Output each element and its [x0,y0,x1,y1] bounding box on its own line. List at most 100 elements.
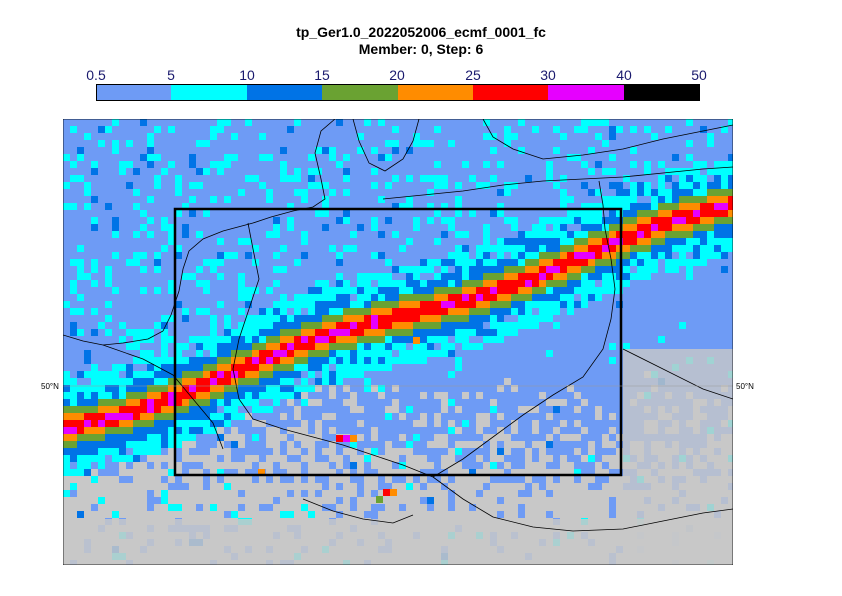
precip-cell [168,497,175,504]
precip-cell [329,301,336,308]
colorbar-segment [96,84,172,101]
precip-cell [511,483,518,490]
precip-cell [672,203,679,210]
precip-cell [686,238,693,245]
precip-cell [203,392,210,399]
precip-cell [560,490,567,497]
precip-cell [119,504,126,511]
precip-cell [266,385,273,392]
precip-cell [161,378,168,385]
precip-cell [728,217,733,224]
precip-cell [497,322,504,329]
precip-cell [182,413,189,420]
precip-cell [308,504,315,511]
precip-cell [525,287,532,294]
precip-cell [63,406,70,413]
precip-cell [490,399,497,406]
precip-cell [469,315,476,322]
colorbar-label: 15 [314,67,330,83]
precip-cell [497,483,504,490]
precip-cell [609,196,616,203]
precip-cell [175,252,182,259]
precip-cell [161,385,168,392]
precip-cell [147,140,154,147]
precip-cell [273,455,280,462]
precip-cell [721,182,728,189]
precip-cell [196,413,203,420]
precip-cell [357,294,364,301]
precip-cell [210,350,217,357]
precip-cell [189,497,196,504]
precip-cell [119,455,126,462]
precip-cell [273,427,280,434]
precip-cell [448,371,455,378]
precip-cell [525,406,532,413]
precip-cell [518,483,525,490]
precip-cell [511,497,518,504]
precip-cell [112,455,119,462]
precip-cell [119,392,126,399]
precip-cell [476,469,483,476]
precip-cell [217,336,224,343]
precip-cell [231,427,238,434]
precip-cell [322,371,329,378]
precip-cell [637,231,644,238]
precip-cell [210,336,217,343]
precip-cell [588,273,595,280]
precip-cell [217,259,224,266]
precip-cell [84,350,91,357]
precip-cell [168,420,175,427]
precip-cell [273,350,280,357]
precip-cell [406,448,413,455]
precip-cell [112,224,119,231]
precip-cell [546,294,553,301]
precip-cell [532,315,539,322]
precip-cell [112,427,119,434]
precip-cell [203,364,210,371]
precip-cell [301,427,308,434]
precip-cell [343,343,350,350]
precip-cell [203,336,210,343]
precip-cell [602,511,609,518]
precip-cell [476,287,483,294]
precip-cell [280,329,287,336]
precip-cell [350,371,357,378]
precip-cell [105,427,112,434]
precip-cell [630,238,637,245]
precip-cell [133,259,140,266]
precip-cell [630,231,637,238]
precip-cell [133,413,140,420]
precip-cell [420,413,427,420]
precip-cell [84,392,91,399]
precip-cell [686,245,693,252]
precip-cell [322,308,329,315]
precip-cell [322,182,329,189]
precip-cell [609,476,616,483]
precip-cell [63,154,70,161]
precip-cell [504,511,511,518]
precip-cell [532,238,539,245]
precip-cell [539,504,546,511]
precip-cell [455,329,462,336]
precip-cell [308,294,315,301]
precip-cell [287,378,294,385]
precip-cell [546,273,553,280]
precip-cell [406,497,413,504]
precip-cell [287,217,294,224]
precip-cell [539,511,546,518]
precip-cell [84,133,91,140]
precip-cell [112,399,119,406]
precip-cell [77,371,84,378]
precip-cell [448,308,455,315]
precip-cell [441,497,448,504]
precip-cell [483,133,490,140]
precip-cell [448,280,455,287]
precip-cell [581,266,588,273]
precip-cell [581,252,588,259]
precip-cell [322,448,329,455]
precip-cell [315,308,322,315]
precip-cell [364,378,371,385]
precip-cell [546,476,553,483]
precip-cell [595,273,602,280]
precip-cell [504,301,511,308]
